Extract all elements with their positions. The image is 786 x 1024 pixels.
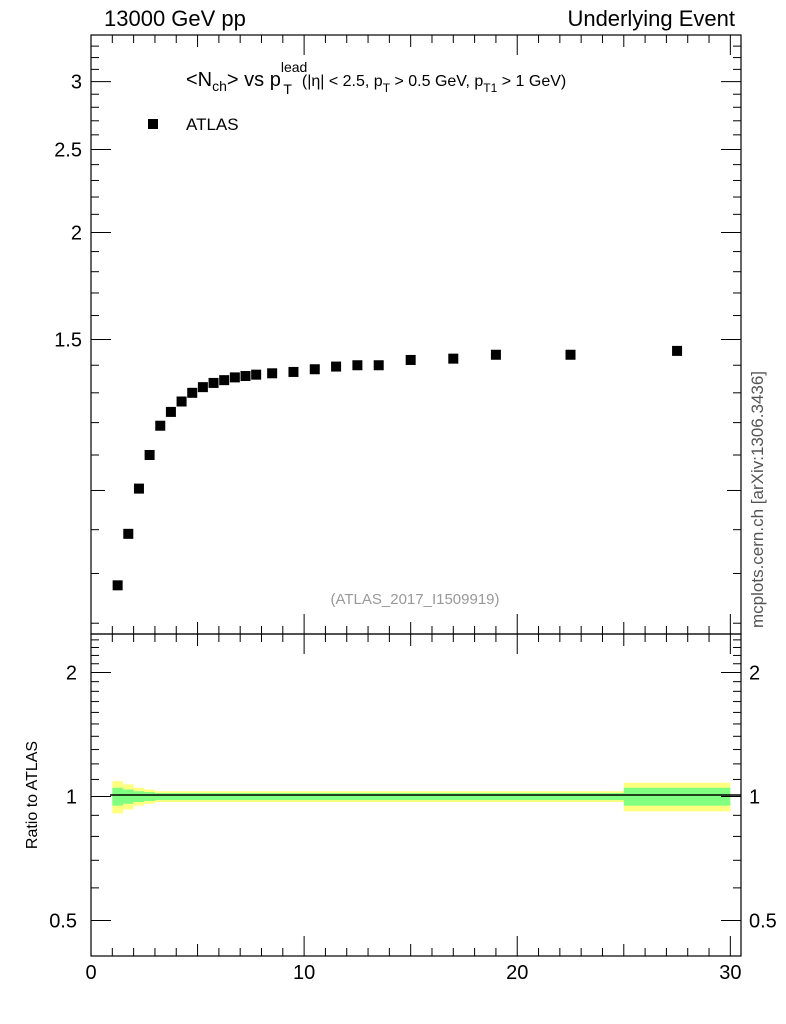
ratio-y-tick-label: 1 bbox=[66, 786, 77, 808]
ratio-y-tick-label: 0.5 bbox=[49, 910, 77, 932]
main-y-tick-labels: 1.5 2 2.5 3 bbox=[54, 72, 82, 352]
ratio-y-tick-label-right: 1 bbox=[749, 786, 760, 808]
x-tick-label: 20 bbox=[506, 962, 528, 984]
data-point bbox=[267, 368, 278, 379]
data-point bbox=[208, 377, 219, 388]
x-axis-ticks bbox=[90, 35, 731, 956]
data-point bbox=[373, 360, 384, 371]
main-y-ticks bbox=[91, 34, 741, 624]
main-data-points bbox=[112, 345, 683, 591]
y-tick-label: 3 bbox=[71, 72, 82, 94]
legend-label: ATLAS bbox=[186, 115, 239, 134]
data-point bbox=[187, 387, 198, 398]
legend-marker bbox=[148, 119, 158, 129]
data-point bbox=[229, 372, 240, 383]
data-point bbox=[133, 483, 144, 494]
data-point bbox=[165, 406, 176, 417]
analysis-category-label: Underlying Event bbox=[567, 6, 735, 31]
x-axis-tick-labels: 0 10 20 30 bbox=[85, 962, 741, 984]
x-tick-label: 10 bbox=[293, 962, 315, 984]
data-point bbox=[123, 528, 134, 539]
x-tick-label: 0 bbox=[85, 962, 96, 984]
data-point bbox=[219, 375, 230, 386]
data-point bbox=[672, 345, 683, 356]
ratio-y-axis-label: Ratio to ATLAS bbox=[24, 741, 41, 849]
data-point bbox=[309, 364, 320, 375]
data-point bbox=[240, 371, 251, 382]
data-point bbox=[251, 369, 262, 380]
ratio-y-tick-labels: 0.5 0.5 1 1 2 2 bbox=[49, 662, 777, 932]
ratio-y-tick-label-right: 2 bbox=[749, 662, 760, 684]
data-point bbox=[197, 382, 208, 393]
data-point bbox=[490, 349, 501, 360]
data-point bbox=[352, 360, 363, 371]
ratio-y-tick-label-right: 0.5 bbox=[749, 910, 777, 932]
x-tick-label: 30 bbox=[719, 962, 741, 984]
data-point bbox=[331, 361, 342, 372]
data-point bbox=[155, 420, 166, 431]
y-tick-label: 2 bbox=[71, 222, 82, 244]
plot-title: <Nch> vs plead T (|η| < 2.5, pT > 0.5 GeV,… bbox=[186, 59, 566, 97]
ratio-band-inner bbox=[112, 787, 731, 806]
ratio-y-tick-label: 2 bbox=[66, 662, 77, 684]
data-point bbox=[405, 354, 416, 365]
data-point bbox=[144, 449, 155, 460]
data-point bbox=[448, 353, 459, 364]
ratio-uncertainty-band bbox=[112, 781, 731, 814]
data-point bbox=[565, 349, 576, 360]
data-point bbox=[176, 396, 187, 407]
ratio-y-ticks bbox=[91, 639, 741, 921]
data-point bbox=[112, 580, 123, 591]
y-tick-label: 2.5 bbox=[54, 139, 82, 161]
energy-label: 13000 GeV pp bbox=[104, 6, 246, 31]
analysis-watermark: (ATLAS_2017_I1509919) bbox=[330, 591, 499, 608]
y-tick-label: 1.5 bbox=[54, 330, 82, 352]
data-point bbox=[288, 366, 299, 377]
